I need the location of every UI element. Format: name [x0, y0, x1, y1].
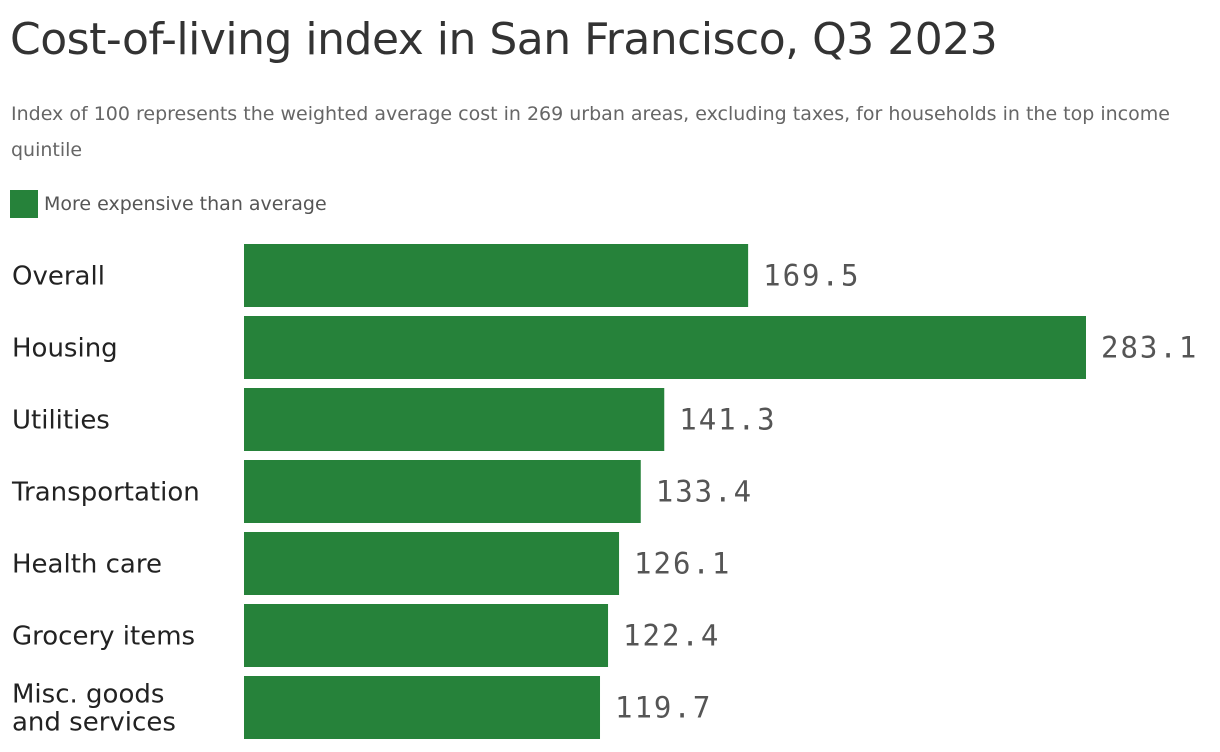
value-label: 283.1 [1101, 331, 1198, 365]
legend-swatch [10, 190, 38, 218]
category-label: Transportation [11, 478, 200, 508]
chart-subtitle: Index of 100 represents the weighted ave… [11, 103, 1170, 161]
bar [244, 532, 620, 595]
category-label: Health care [12, 550, 162, 580]
category-label: Housing [12, 334, 118, 364]
legend-label: More expensive than average [44, 193, 327, 215]
bar [244, 604, 609, 667]
value-label: 133.4 [656, 475, 753, 509]
value-label: 122.4 [623, 619, 720, 653]
bar [244, 676, 601, 739]
bar-chart: Overall 169.5 Housing 283.1 Utilities 141.3 Tr… [11, 244, 1198, 739]
chart-title: Cost-of-living index in San Francisco, Q… [10, 14, 998, 65]
value-label: 119.7 [615, 691, 712, 725]
bar [244, 388, 665, 451]
category-label: Grocery items [12, 622, 195, 652]
bar [244, 316, 1086, 379]
value-label: 169.5 [763, 259, 860, 293]
bar [244, 244, 749, 307]
bar [244, 460, 641, 523]
category-label: Overall [12, 262, 105, 292]
value-label: 141.3 [679, 403, 776, 437]
legend: More expensive than average [10, 190, 327, 218]
category-label: Utilities [12, 406, 110, 436]
category-label: Misc. goods and services [12, 680, 176, 738]
value-label: 126.1 [634, 547, 731, 581]
